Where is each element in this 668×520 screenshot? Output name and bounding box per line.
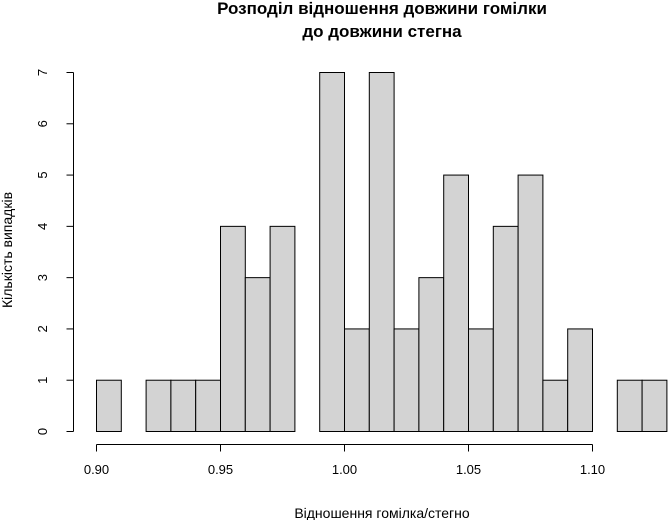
histogram-bar-6 [244,277,271,432]
histogram-bar-9 [319,72,346,432]
x-axis-label: Відношення гомілка/стегно [294,505,470,520]
y-tick-label-6: 6 [35,120,50,127]
histogram-bar-17 [517,174,544,432]
histogram-bar-16 [492,225,519,432]
y-tick-label-0: 0 [35,428,50,435]
x-tick-label-0: 0.90 [84,462,109,477]
y-tick-label-2: 2 [35,325,50,332]
x-tick-label-4: 1.10 [580,462,605,477]
histogram-bar-0 [96,379,122,433]
histogram-bar-13 [418,277,445,432]
y-tick-label-7: 7 [35,69,50,76]
y-tick-label-3: 3 [35,274,50,281]
y-axis-label: Кількість випадків [0,192,15,308]
histogram-bar-14 [443,174,470,432]
histogram-bar-10 [344,328,370,432]
histogram-bar-2 [145,379,172,433]
x-tick-label-3: 1.05 [456,462,481,477]
histogram-bar-4 [195,379,221,433]
histogram-bar-21 [616,379,643,433]
y-axis: 0 1 2 3 4 5 6 7 [35,69,74,435]
bars-group [96,72,668,433]
x-axis: 0.90 0.95 1.00 1.05 1.10 [84,444,605,477]
y-tick-label-1: 1 [35,377,50,384]
histogram-bar-11 [368,72,395,432]
histogram-bar-18 [542,379,569,433]
x-tick-label-2: 1.00 [332,462,357,477]
chart-title-line1: Розподіл відношення довжини гомілки [217,0,547,18]
y-tick-label-5: 5 [35,171,50,178]
y-tick-label-4: 4 [35,223,50,230]
histogram-bar-19 [567,328,594,432]
histogram-bar-15 [468,328,494,432]
chart-title-line2: до довжини стегна [302,22,462,41]
histogram-bar-7 [269,225,296,432]
histogram-bar-12 [393,328,420,432]
histogram-bar-5 [220,225,246,432]
x-tick-label-1: 0.95 [208,462,233,477]
histogram-bar-3 [170,379,197,433]
histogram-bar-22 [641,379,668,433]
